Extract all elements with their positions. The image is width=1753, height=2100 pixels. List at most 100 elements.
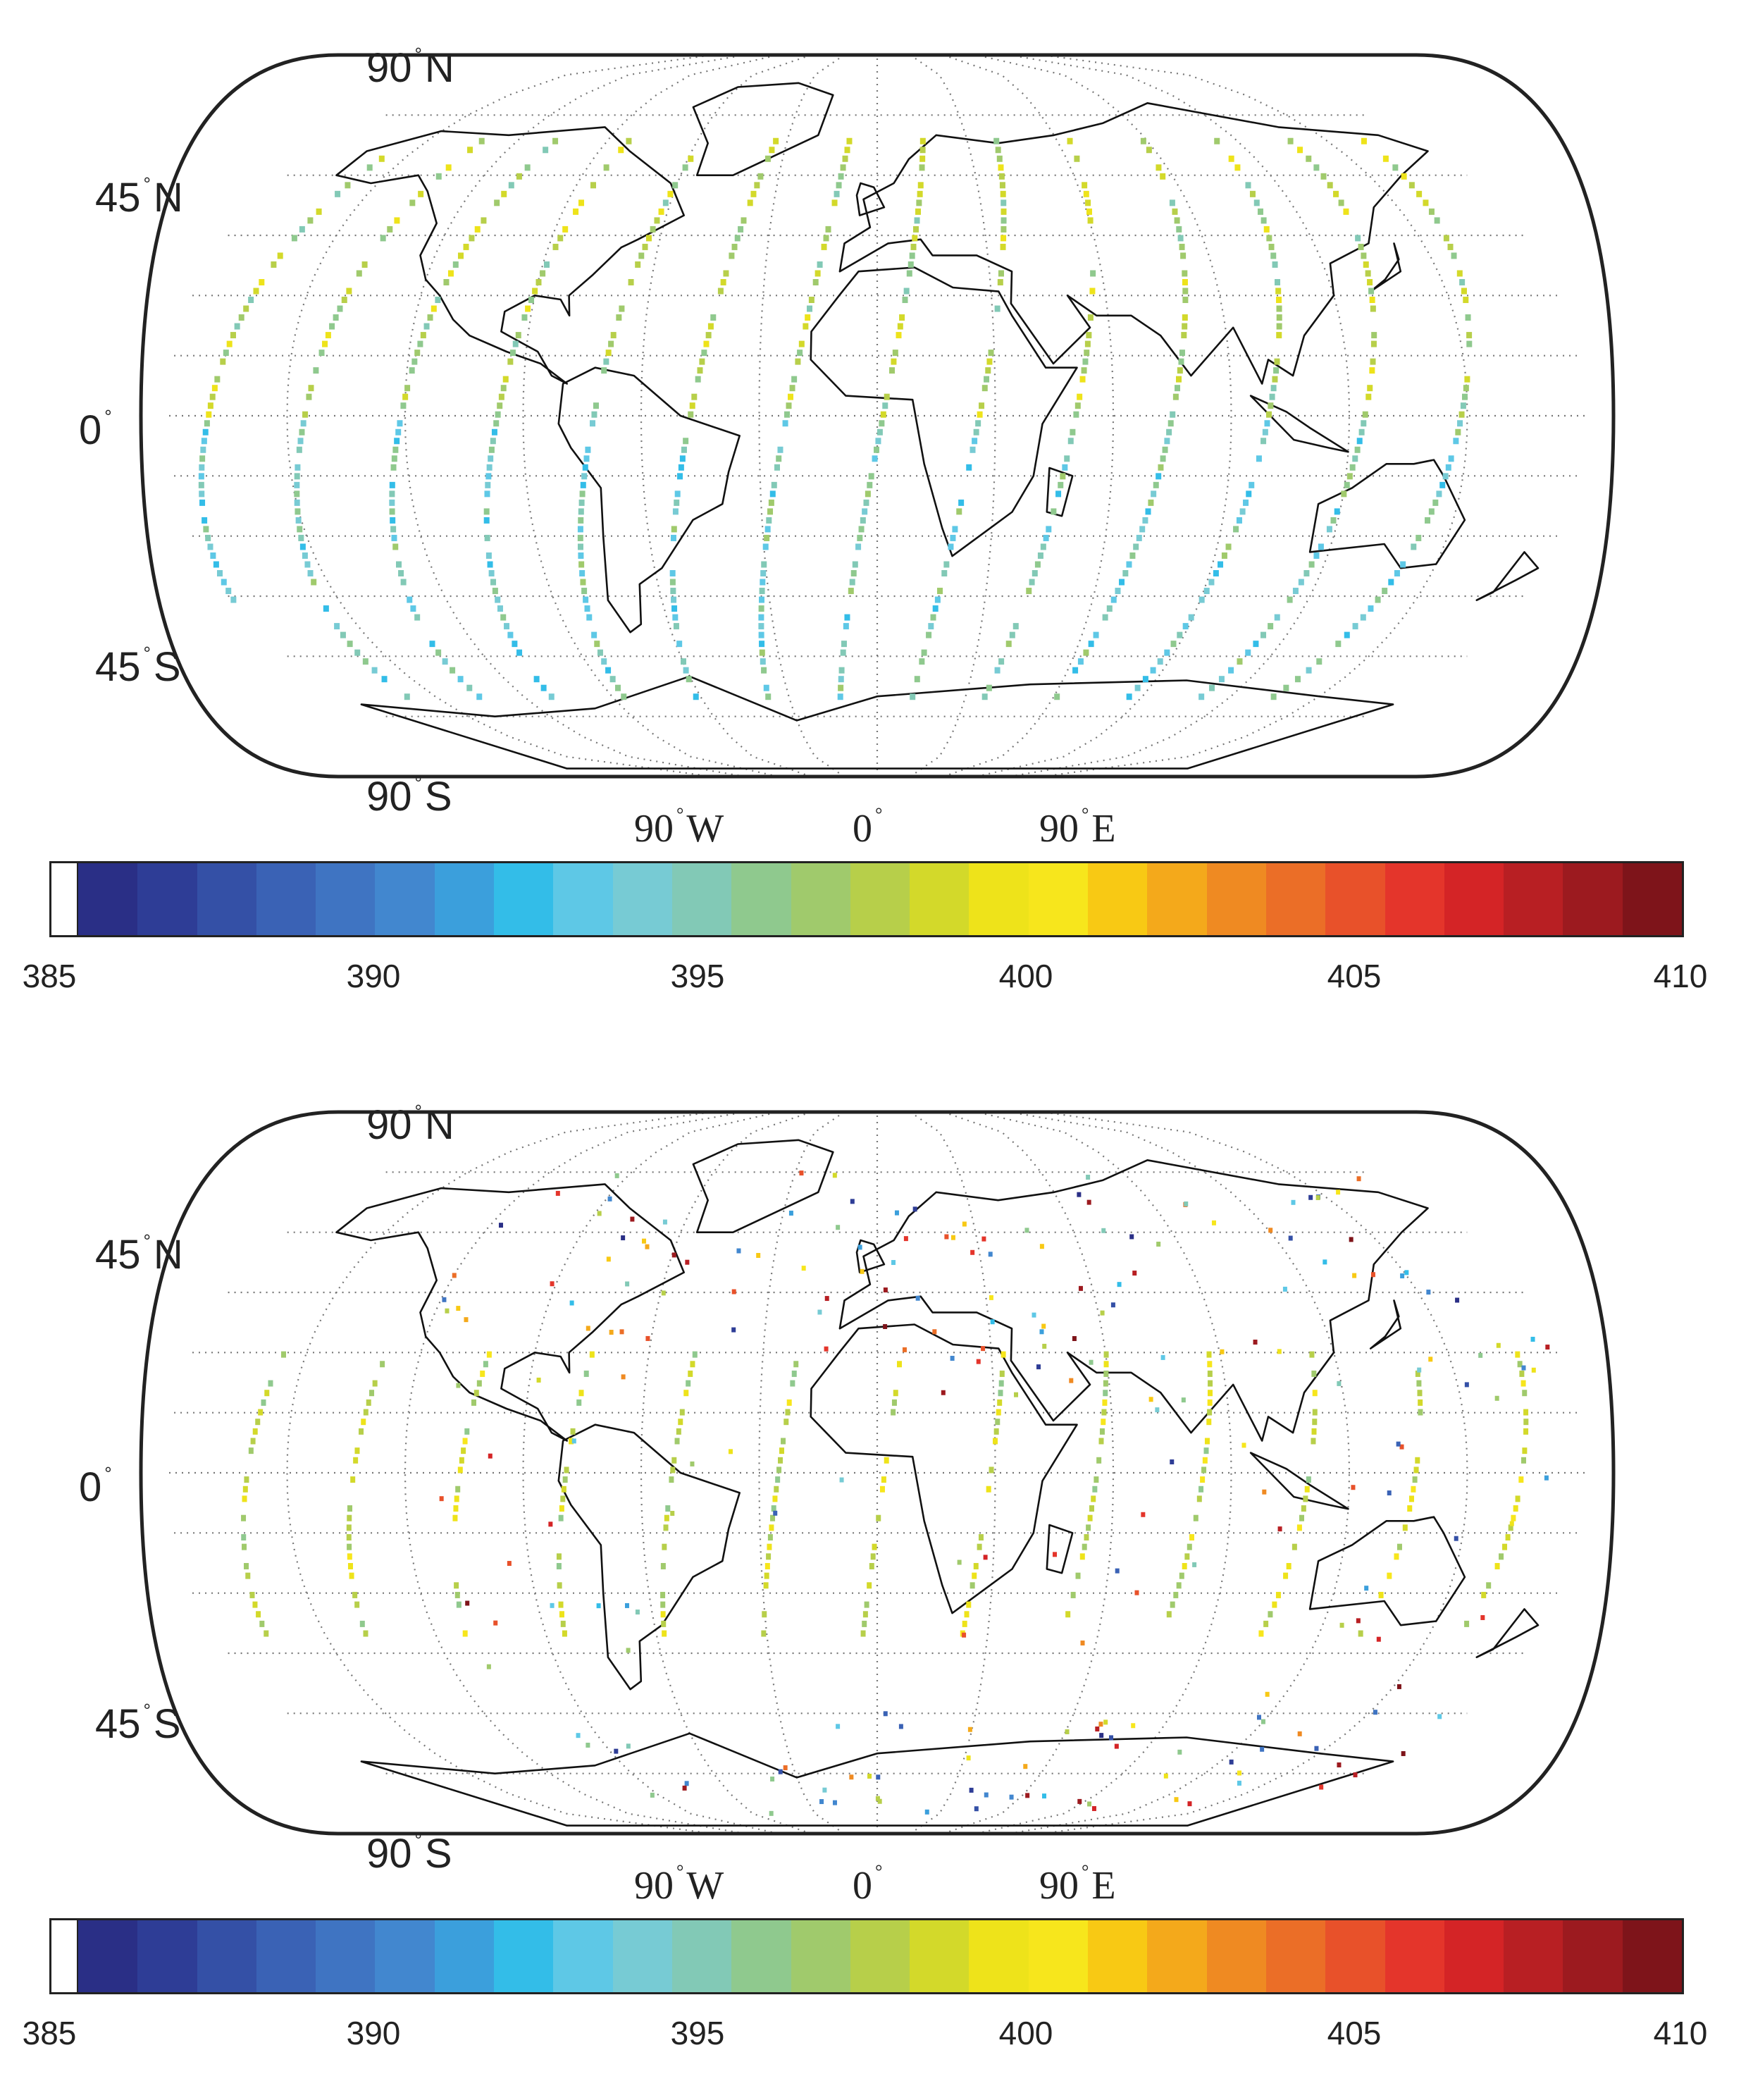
meridian-line xyxy=(640,1111,812,1835)
observation-mark xyxy=(1291,1199,1296,1205)
observation-mark xyxy=(1522,1390,1528,1397)
observation-mark xyxy=(731,243,738,250)
observation-mark xyxy=(576,1733,581,1738)
observation-mark xyxy=(435,173,442,180)
colorbar-swatch xyxy=(197,863,256,935)
observation-mark xyxy=(1065,1611,1071,1618)
observation-mark xyxy=(1404,1270,1409,1276)
observation-mark xyxy=(480,1370,485,1377)
observation-mark xyxy=(1162,446,1168,453)
observation-mark xyxy=(484,490,490,498)
observation-mark xyxy=(490,579,497,586)
observation-mark xyxy=(1009,631,1015,638)
observation-mark xyxy=(430,305,437,312)
observation-mark xyxy=(362,658,368,665)
observation-mark xyxy=(731,1327,736,1333)
observation-mark xyxy=(948,543,954,550)
observation-mark xyxy=(1091,1805,1096,1811)
observation-mark xyxy=(914,217,920,224)
colorbar-swatch xyxy=(1028,1920,1089,1992)
observation-mark xyxy=(402,393,409,400)
observation-mark xyxy=(689,402,695,409)
observation-mark xyxy=(488,1453,493,1459)
observation-mark xyxy=(203,526,209,533)
observation-mark xyxy=(662,1543,667,1550)
observation-mark xyxy=(919,164,925,171)
observation-mark xyxy=(676,1428,681,1435)
observation-mark xyxy=(306,393,312,400)
observation-mark xyxy=(1160,173,1166,180)
observation-mark xyxy=(776,455,782,462)
observation-mark xyxy=(930,614,936,621)
observation-mark xyxy=(353,1457,359,1464)
observation-mark xyxy=(536,1377,541,1383)
observation-mark xyxy=(1337,1381,1342,1386)
observation-mark xyxy=(1522,1447,1528,1454)
colorbar-swatch xyxy=(791,1920,850,1992)
observation-mark xyxy=(614,1748,619,1754)
observation-mark xyxy=(972,438,978,445)
observation-mark xyxy=(1457,420,1463,427)
observation-mark xyxy=(253,288,259,295)
observation-mark xyxy=(688,155,694,162)
observation-mark xyxy=(678,464,684,471)
observation-mark xyxy=(594,641,600,648)
observation-mark xyxy=(1486,1582,1492,1589)
observation-mark xyxy=(1396,1684,1401,1689)
observation-mark xyxy=(840,649,846,656)
observation-mark xyxy=(1062,464,1068,471)
observation-mark xyxy=(607,1196,612,1202)
observation-mark xyxy=(1089,1359,1094,1365)
observation-mark xyxy=(582,464,588,471)
observation-mark xyxy=(738,226,744,233)
colorbar-swatch xyxy=(969,863,1029,935)
observation-mark xyxy=(1268,623,1274,630)
observation-mark xyxy=(924,1809,929,1815)
observation-mark xyxy=(1458,411,1465,418)
observation-mark xyxy=(903,1236,908,1242)
observation-mark xyxy=(872,1543,877,1550)
coastline-australia xyxy=(1308,1516,1466,1626)
observation-mark xyxy=(1401,173,1407,180)
observation-mark xyxy=(1268,402,1274,409)
observation-mark xyxy=(199,490,205,498)
observation-mark xyxy=(1270,252,1277,259)
observation-mark xyxy=(1189,1534,1195,1541)
observation-mark xyxy=(884,393,890,400)
observation-mark xyxy=(783,1419,789,1426)
observation-mark xyxy=(476,693,483,700)
observation-mark xyxy=(1102,1399,1108,1406)
observation-mark xyxy=(855,543,862,550)
observation-mark xyxy=(1092,1486,1098,1493)
observation-mark xyxy=(1326,526,1332,533)
observation-mark xyxy=(1046,526,1052,533)
observation-mark xyxy=(1054,693,1060,700)
observation-mark xyxy=(985,367,991,374)
observation-mark xyxy=(1517,1361,1523,1368)
observation-mark xyxy=(1180,252,1187,259)
observation-mark xyxy=(1134,684,1141,691)
observation-mark xyxy=(524,164,531,171)
meridian-line xyxy=(1042,54,1468,778)
observation-mark xyxy=(1375,596,1381,603)
observation-mark xyxy=(206,411,212,418)
observation-mark xyxy=(893,1390,898,1397)
observation-mark xyxy=(889,367,896,374)
observation-mark xyxy=(1034,561,1041,568)
observation-mark xyxy=(673,623,679,630)
observation-mark xyxy=(1100,1310,1105,1316)
observation-mark xyxy=(590,182,596,189)
observation-mark xyxy=(298,534,304,541)
observation-mark xyxy=(812,278,819,285)
observation-mark xyxy=(411,358,418,365)
observation-mark xyxy=(471,1399,476,1406)
observation-mark xyxy=(876,1774,881,1780)
observation-mark xyxy=(824,1296,829,1302)
observation-mark xyxy=(423,323,430,330)
observation-mark xyxy=(390,526,397,533)
coastline-greenland xyxy=(692,1139,834,1233)
observation-mark xyxy=(261,1399,266,1406)
coastline-south-america xyxy=(557,366,741,634)
observation-mark xyxy=(1109,1735,1114,1741)
observation-mark xyxy=(1545,1345,1550,1350)
